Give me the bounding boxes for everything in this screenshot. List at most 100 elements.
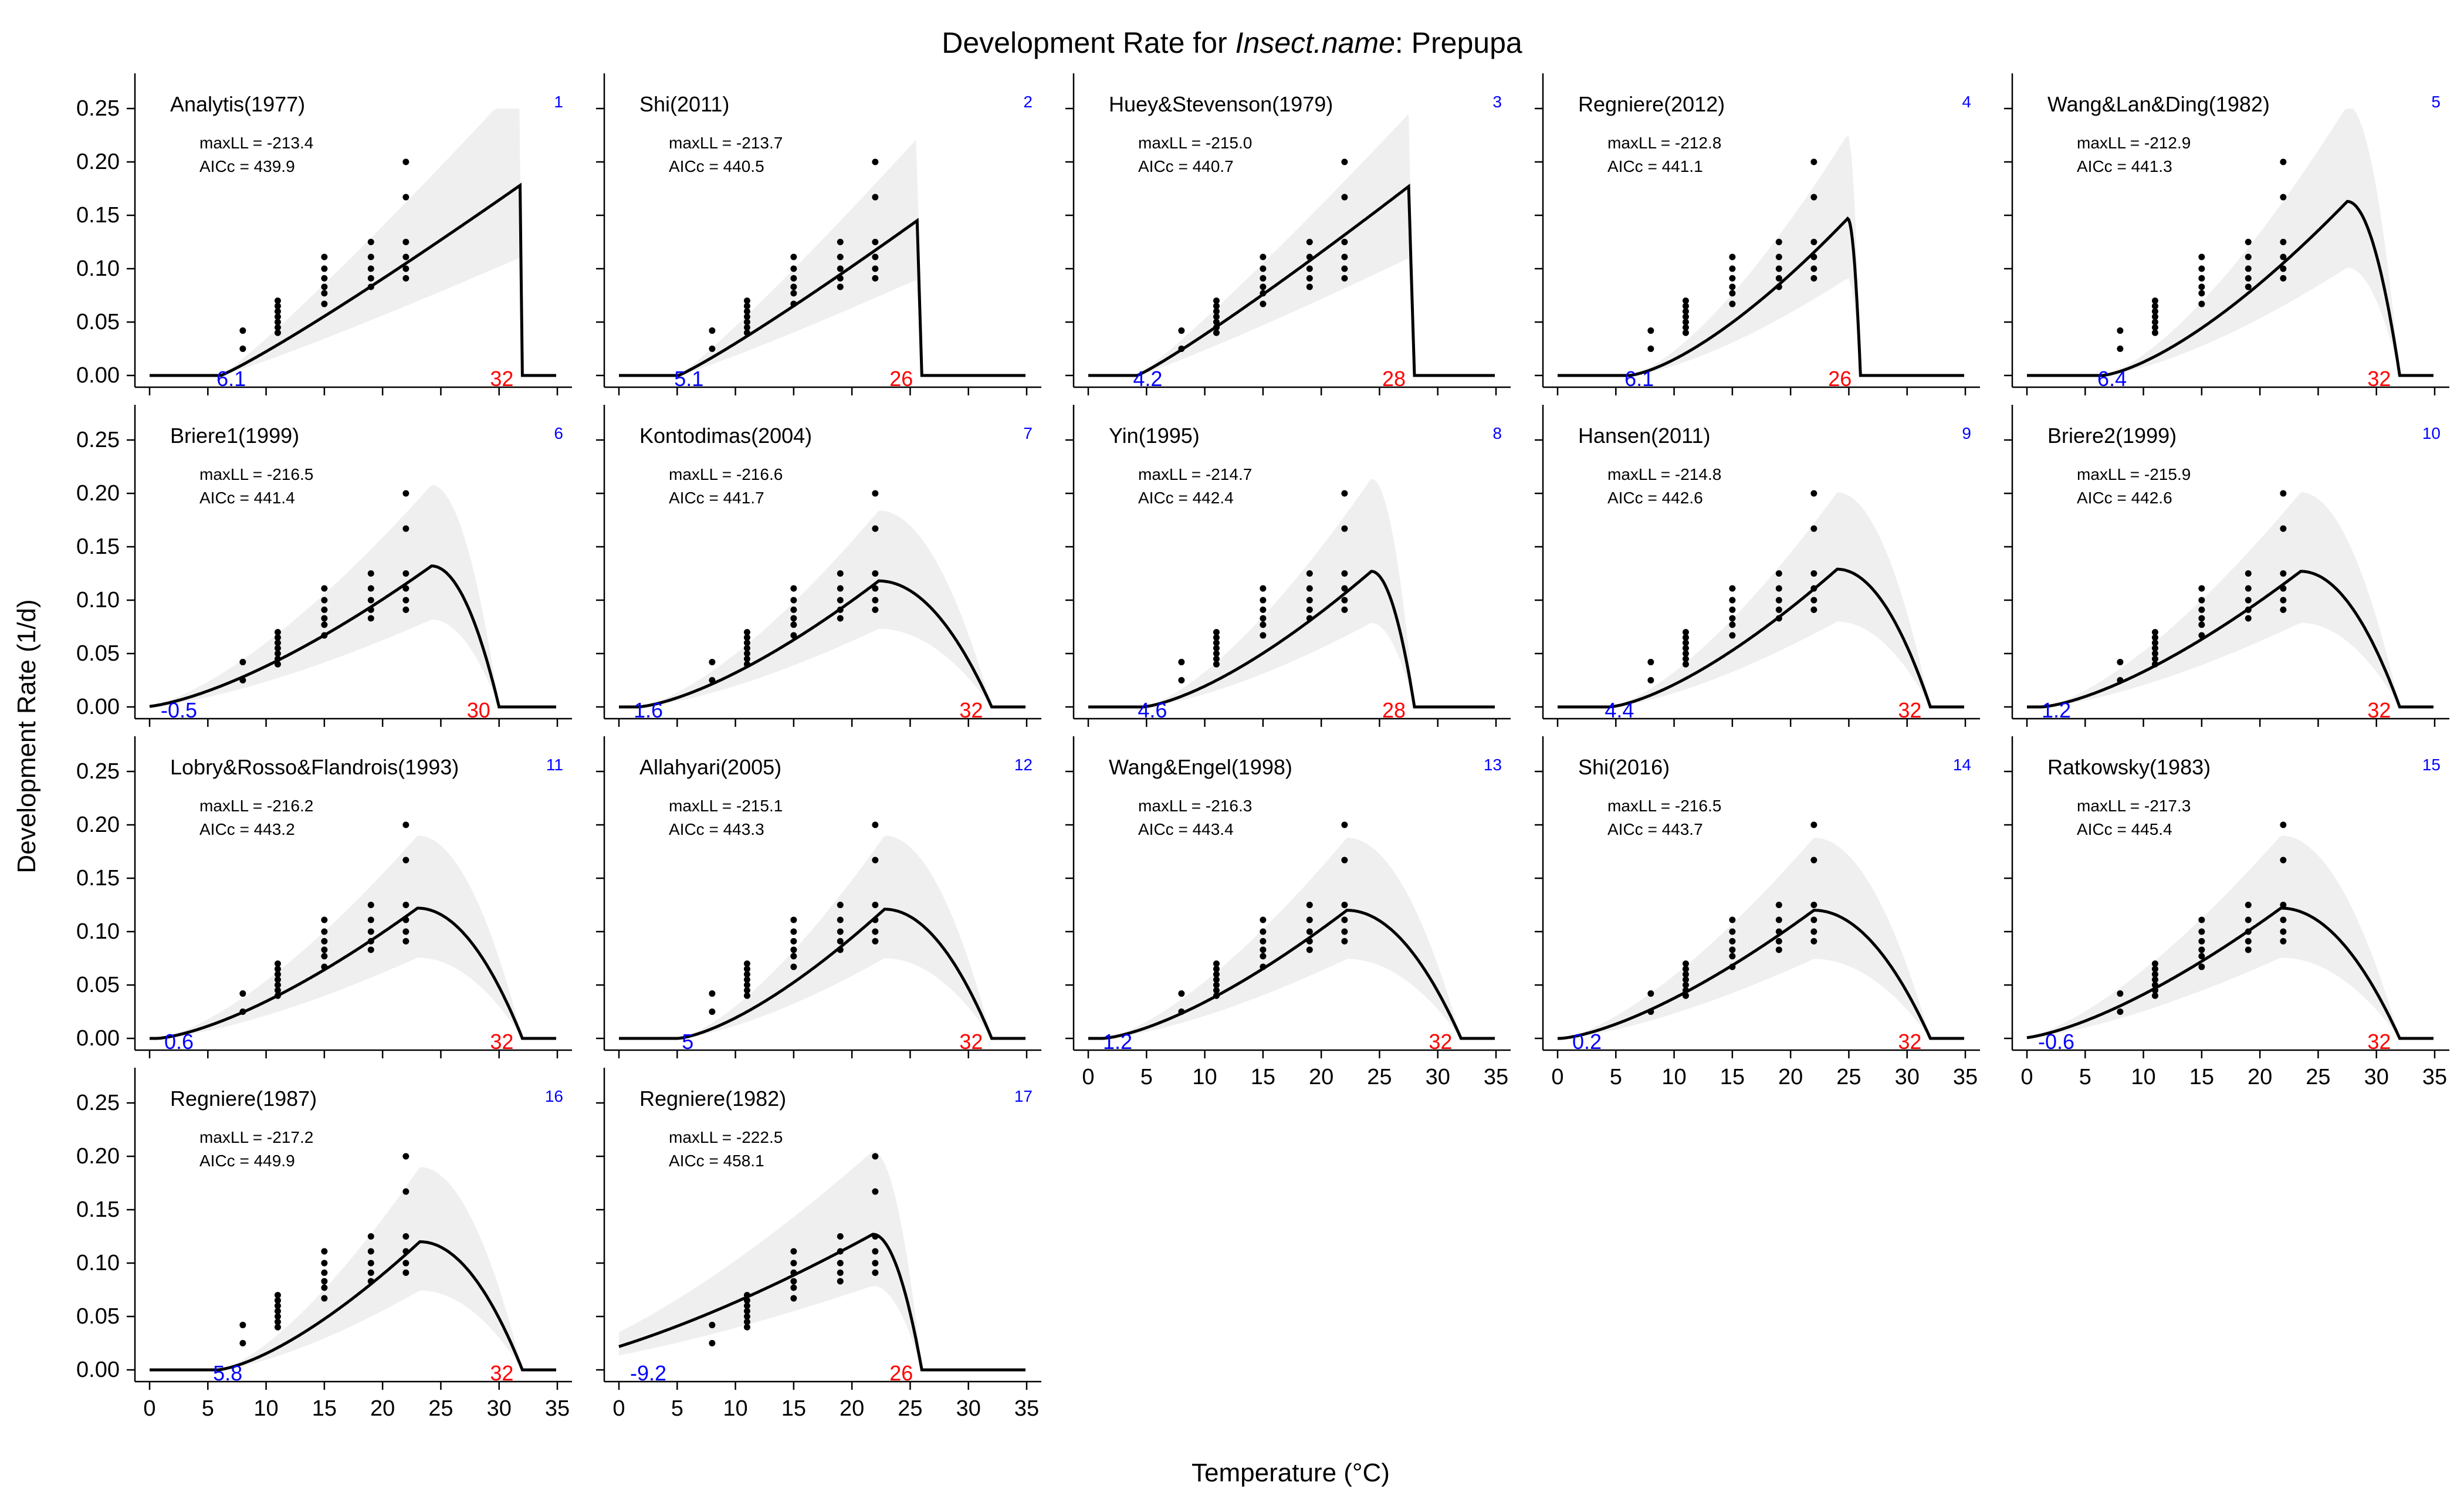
panel-index: 13 xyxy=(1484,756,1502,774)
tmax-label: 32 xyxy=(959,1030,983,1054)
observation-point xyxy=(2198,632,2205,639)
observation-point xyxy=(837,1278,844,1285)
observation-point xyxy=(402,1269,409,1276)
observation-point xyxy=(872,265,879,272)
observation-point xyxy=(1647,346,1654,352)
tmin-label: 4.2 xyxy=(1133,367,1162,391)
observation-point xyxy=(709,1008,716,1015)
tmin-label: -9.2 xyxy=(630,1361,666,1385)
observation-point xyxy=(743,329,750,336)
observation-point xyxy=(1178,677,1185,683)
observation-point xyxy=(837,275,844,282)
observation-point xyxy=(1810,570,1817,577)
observation-point xyxy=(1341,490,1348,497)
panel-9: Hansen(2011) maxLL = -214.8 AICc = 442.6 9 4… xyxy=(1535,405,1980,727)
observation-point xyxy=(367,946,374,953)
observation-point xyxy=(239,1008,246,1015)
observation-point xyxy=(1260,597,1267,604)
observation-point xyxy=(743,297,750,304)
confidence-band xyxy=(2027,492,2435,707)
y-tick-label: 0.25 xyxy=(76,428,120,452)
observation-point xyxy=(1213,960,1220,967)
observation-point xyxy=(709,327,716,334)
panel-index: 9 xyxy=(1962,424,1971,442)
confidence-band xyxy=(1088,837,1496,1038)
observation-point xyxy=(1341,570,1348,577)
x-tick-label: 30 xyxy=(1426,1065,1450,1089)
observation-point xyxy=(872,490,879,497)
panel-4: Regniere(2012) maxLL = -212.8 AICc = 441.1… xyxy=(1535,73,1980,395)
observation-point xyxy=(1306,275,1313,282)
y-tick-label: 0.05 xyxy=(76,1304,120,1329)
panel-5: Wang&Lan&Ding(1982) maxLL = -212.9 AICc = … xyxy=(2004,73,2449,395)
x-tick-label: 35 xyxy=(2422,1065,2447,1089)
panel-3: Huey&Stevenson(1979) maxLL = -215.0 AICc =… xyxy=(1065,73,1511,395)
observation-point xyxy=(274,313,281,320)
observation-point xyxy=(1306,570,1313,577)
observation-point xyxy=(2198,597,2205,604)
confidence-band xyxy=(150,835,557,1038)
observation-point xyxy=(367,239,374,245)
panel-8: Yin(1995) maxLL = -214.7 AICc = 442.4 8 4.6 2… xyxy=(1065,405,1511,727)
observation-point xyxy=(1647,990,1654,997)
observation-point xyxy=(2198,275,2205,282)
observation-point xyxy=(1213,329,1220,336)
observation-point xyxy=(1306,946,1313,953)
observation-point xyxy=(239,346,246,352)
observation-point xyxy=(872,928,879,935)
observation-point xyxy=(1775,916,1782,923)
observation-point xyxy=(274,297,281,304)
y-tick-label: 0.15 xyxy=(76,1197,120,1222)
y-tick-label: 0.20 xyxy=(76,481,120,506)
observation-point xyxy=(1260,928,1267,935)
x-tick-label: 30 xyxy=(487,1396,512,1421)
fitted-curve xyxy=(2026,906,2433,1040)
observation-point xyxy=(274,966,281,973)
observation-point xyxy=(837,265,844,272)
observation-point xyxy=(1213,650,1220,657)
tmin-label: 0.6 xyxy=(164,1030,194,1054)
observation-point xyxy=(321,290,328,297)
observation-point xyxy=(402,253,409,260)
observation-point xyxy=(743,655,750,662)
observation-point xyxy=(2280,937,2287,945)
x-tick-label: 15 xyxy=(1251,1065,1275,1089)
observation-point xyxy=(743,319,750,326)
observation-point xyxy=(872,1233,879,1240)
observation-point xyxy=(1810,275,1817,282)
observation-point xyxy=(2280,597,2287,604)
observation-point xyxy=(321,946,328,953)
maxll-text: maxLL = -216.6 xyxy=(669,465,783,483)
observation-point xyxy=(2151,971,2158,978)
panel-17: Regniere(1982) maxLL = -222.5 AICc = 458.1… xyxy=(596,1068,1041,1421)
observation-point xyxy=(1341,275,1348,282)
observation-point xyxy=(1682,324,1689,331)
maxll-text: maxLL = -222.5 xyxy=(669,1128,783,1146)
observation-point xyxy=(367,1260,374,1267)
panel-index: 5 xyxy=(2431,93,2441,111)
model-name: Shi(2011) xyxy=(639,92,729,116)
panel-index: 16 xyxy=(545,1087,563,1105)
observation-point xyxy=(1775,239,1782,245)
observation-point xyxy=(837,1269,844,1276)
observation-point xyxy=(274,1297,281,1304)
observation-point xyxy=(2151,655,2158,662)
observation-point xyxy=(402,265,409,272)
observation-point xyxy=(2151,639,2158,647)
tmax-label: 32 xyxy=(1429,1030,1452,1054)
observation-point xyxy=(1260,937,1267,945)
observation-point xyxy=(743,650,750,657)
y-tick-label: 0.10 xyxy=(76,919,120,944)
observation-point xyxy=(402,158,409,165)
y-tick-label: 0.10 xyxy=(76,1251,120,1275)
observation-point xyxy=(1213,319,1220,326)
observation-point xyxy=(274,639,281,647)
observation-point xyxy=(790,290,797,297)
observation-point xyxy=(321,1284,328,1291)
observation-point xyxy=(2198,946,2205,953)
observation-point xyxy=(274,1292,281,1299)
panel-7: Kontodimas(2004) maxLL = -216.6 AICc = 441… xyxy=(596,405,1041,727)
tmax-label: 26 xyxy=(889,1361,913,1385)
x-tick-label: 25 xyxy=(1367,1065,1392,1089)
